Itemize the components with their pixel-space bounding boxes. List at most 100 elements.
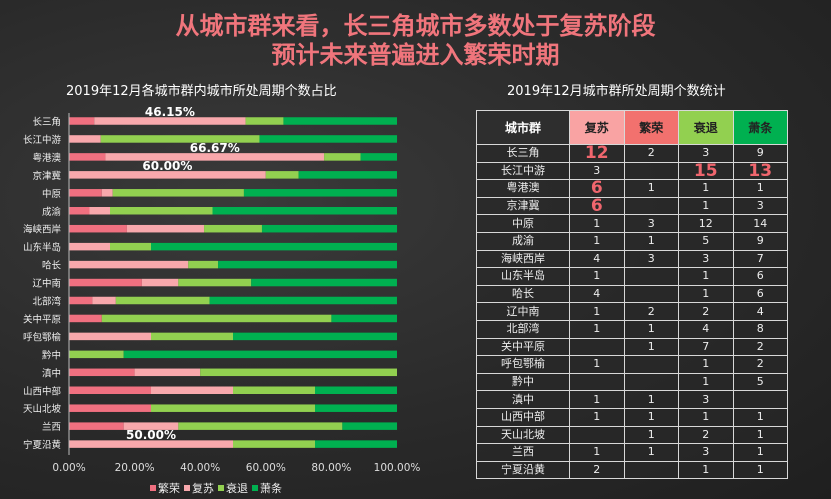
city-group-cell: 天山北坡 [476,425,570,445]
bar-segment-复苏 [69,242,110,251]
table-row: 海峡西岸 4 3 3 7 [476,249,788,269]
city-group-cell: 呼包鄂榆 [476,355,570,374]
count-cell: 3 [678,249,734,269]
bar-segment-衰退 [151,332,233,341]
count-cell: 3 [623,249,679,269]
table-row: 天山北坡 1 2 1 [476,425,788,445]
column-header: 繁荣 [623,110,679,145]
legend-label: 衰退 [226,481,248,495]
count-cell: 1 [569,319,625,339]
city-group-cell: 黔中 [476,372,570,392]
count-cell: 2 [623,302,679,321]
table-row: 滇中 1 1 3 [476,390,788,409]
city-group-cell: 粤港澳 [476,179,570,198]
legend-label: 繁荣 [158,481,180,495]
bar-segment-衰退 [324,153,361,161]
table-row: 长三角 12 2 3 9 [476,144,788,163]
bar-segment-繁荣 [69,278,142,287]
city-group-cell: 海峡西岸 [476,249,570,269]
bar-segment-复苏 [92,296,116,305]
count-cell: 3 [623,214,679,233]
count-cell: 14 [732,214,788,233]
category-label: 天山北坡 [23,403,62,415]
bar-segment-衰退 [178,422,343,430]
legend-swatch [150,485,156,491]
count-cell: 1 [623,390,679,409]
table-row: 中原 1 3 12 14 [476,214,788,233]
count-cell: 3 [569,161,625,181]
category-label: 长三角 [32,116,61,128]
bar-segment-复苏 [101,189,113,197]
legend-swatch [184,485,190,491]
bar-segment-衰退 [69,350,124,359]
table-row: 辽中南 1 2 2 4 [476,302,788,321]
count-cell: 1 [678,179,734,198]
count-cell: 7 [678,337,734,357]
category-label: 山西中部 [23,385,61,397]
bar-segment-复苏 [134,368,201,377]
x-tick-label: 80.00% [311,462,351,474]
x-tick-label: 0.00% [52,462,85,474]
legend-label: 复苏 [192,481,214,495]
bar-segment-衰退 [178,278,252,287]
bar-segment-复苏 [69,332,151,341]
count-cell: 1 [623,425,679,445]
category-label: 呼包鄂榆 [23,331,62,343]
bar-segment-繁荣 [69,386,151,394]
count-cell: 1 [623,407,679,427]
count-cell: 9 [732,231,788,251]
bar-segment-衰退 [233,440,315,448]
count-cell: 1 [678,284,734,304]
count-cell [623,161,679,181]
bar-segment-萧条 [360,153,397,161]
column-header: 衰退 [678,110,734,145]
category-label: 辽中南 [32,278,61,290]
bar-segment-萧条 [283,117,397,125]
data-label: 66.67% [190,141,240,155]
bar-segment-萧条 [315,440,397,448]
count-cell: 5 [678,231,734,251]
bar-segment-衰退 [110,207,213,215]
bar-segment-繁荣 [69,207,90,215]
data-label: 60.00% [142,159,192,173]
bar-segment-萧条 [151,242,397,251]
column-header: 萧条 [732,110,788,145]
bar-segment-衰退 [151,404,315,412]
count-cell: 1 [678,267,734,286]
table-row: 粤港澳 6 1 1 1 [476,179,788,198]
bar-segment-萧条 [233,332,397,341]
count-cell: 8 [732,319,788,339]
table-row: 呼包鄂榆 1 1 2 [476,355,788,374]
count-cell: 6 [732,267,788,286]
category-label: 关中平原 [23,313,61,325]
city-group-cell: 北部湾 [476,319,570,339]
category-label: 北部湾 [32,296,61,308]
count-cell: 1 [569,231,625,251]
count-cell: 3 [732,196,788,216]
count-cell: 12 [569,144,625,163]
count-cell: 2 [678,302,734,321]
category-label: 粤港澳 [32,152,61,164]
bar-segment-萧条 [243,189,397,197]
count-cell [623,196,679,216]
count-cell: 1 [623,319,679,339]
bar-segment-衰退 [115,296,210,305]
count-cell: 1 [678,460,734,480]
bar-segment-繁荣 [69,189,102,197]
count-cell: 5 [732,372,788,392]
bar-segment-萧条 [331,314,397,323]
bar-segment-衰退 [204,224,262,233]
count-cell: 3 [678,390,734,409]
bar-segment-繁荣 [69,422,124,430]
table-row: 山东半岛 1 1 6 [476,267,788,286]
bar-segment-繁荣 [69,368,135,377]
city-group-cell: 哈长 [476,284,570,304]
city-group-cell: 兰西 [476,443,570,462]
bar-segment-繁荣 [69,314,102,323]
table-row: 宁夏沿黄 2 1 1 [476,460,788,480]
count-cell: 1 [569,390,625,409]
count-cell: 2 [678,425,734,445]
category-label: 海峡西岸 [23,224,62,236]
category-label: 宁夏沿黄 [23,439,61,451]
